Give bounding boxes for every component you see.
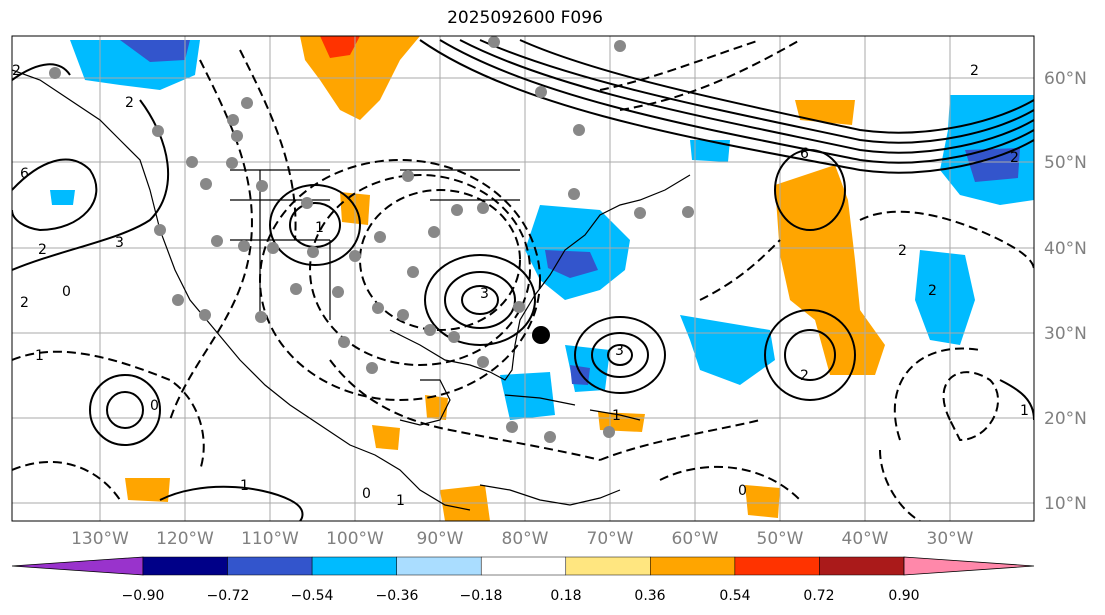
lat-label: 60°N <box>1044 69 1087 89</box>
contour-label: 2 <box>12 63 21 79</box>
center-marker <box>532 326 550 344</box>
contour-label: 3 <box>115 235 124 251</box>
longitude-labels: 130°W 120°W 110°W 100°W 90°W 80°W 70°W 6… <box>71 529 974 549</box>
contour-label: 2 <box>928 283 937 299</box>
colorbar-tick-label: −0.54 <box>291 588 334 604</box>
colorbar-tick-label: −0.90 <box>122 588 165 604</box>
lon-label: 50°W <box>757 529 804 549</box>
contour-label: 0 <box>362 486 371 502</box>
colorbar-tick-label: −0.18 <box>460 588 503 604</box>
contour-label: 6 <box>20 166 29 182</box>
contour-label: 0 <box>738 483 747 499</box>
fill-purple-ne-atl <box>965 148 1020 182</box>
fill-blue-cuba <box>500 372 555 420</box>
contour-label: 3 <box>480 286 489 302</box>
contour-label: 1 <box>35 348 44 364</box>
station-dots <box>49 36 694 443</box>
colorbar-cell <box>11 556 144 576</box>
contours-positive <box>12 39 1034 521</box>
colorbar-cells <box>11 556 1035 576</box>
contour-label: 6 <box>800 146 809 162</box>
lon-label: 40°W <box>842 529 889 549</box>
lat-label: 40°N <box>1044 239 1087 259</box>
colorbar-cell <box>396 556 482 576</box>
contour-label: 2 <box>800 368 809 384</box>
contour-label: 1 <box>396 493 405 509</box>
contour-label: 3 <box>615 343 624 359</box>
map-background <box>12 36 1034 521</box>
contour-label: 0 <box>150 398 159 414</box>
fill-blue-nw2 <box>120 40 190 62</box>
lat-label: 10°N <box>1044 494 1087 514</box>
fill-blue-bc <box>50 190 75 205</box>
lon-label: 130°W <box>71 529 129 549</box>
lon-label: 30°W <box>927 529 974 549</box>
fill-blue-canada <box>690 140 730 162</box>
map-border <box>11 35 1035 522</box>
fill-purple-east-coast <box>545 250 598 278</box>
colorbar-tick-label: 0.72 <box>803 588 834 604</box>
contour-label: 2 <box>1010 150 1019 166</box>
colorbar-cell <box>734 556 820 576</box>
colorbar-cell <box>819 556 905 576</box>
colorbar-cell <box>480 556 567 576</box>
contour-label: 1 <box>315 220 324 236</box>
fill-orange-yucatan <box>425 395 448 420</box>
fill-orange-mex <box>372 425 400 450</box>
colorbar-tick-label: 0.90 <box>888 588 919 604</box>
fill-red-n <box>320 36 360 58</box>
contour-label: 2 <box>970 63 979 79</box>
fill-orange-pac <box>125 478 170 502</box>
colorbar-cell <box>311 556 397 576</box>
colorbar-tick-label: 0.18 <box>550 588 581 604</box>
lon-label: 90°W <box>417 529 464 549</box>
fill-blue-mid-atl <box>915 250 975 345</box>
lat-label: 30°N <box>1044 324 1087 344</box>
contour-label: 1 <box>1020 403 1029 419</box>
colorbar-cell <box>565 556 651 576</box>
colorbar-tick-label: 0.36 <box>634 588 665 604</box>
fill-orange-atlantic <box>775 165 885 375</box>
colorbar-tick-label: 0.54 <box>719 588 750 604</box>
lon-label: 110°W <box>241 529 299 549</box>
colorbar-cell <box>650 556 736 576</box>
colorbar: −0.90 −0.72 −0.54 −0.36 −0.18 0.18 0.36 … <box>11 556 1035 604</box>
contour-label: 1 <box>612 408 621 424</box>
lat-label: 20°N <box>1044 409 1087 429</box>
contour-label: 2 <box>898 243 907 259</box>
colorbar-tick-label: −0.36 <box>376 588 419 604</box>
contour-label: 0 <box>62 284 71 300</box>
colorbar-ticks: −0.90 −0.72 −0.54 −0.36 −0.18 0.18 0.36 … <box>122 588 920 604</box>
colorbar-cell <box>903 556 1035 576</box>
lon-label: 120°W <box>156 529 214 549</box>
graticule <box>12 36 1034 521</box>
lon-label: 80°W <box>502 529 549 549</box>
contour-label: 2 <box>125 95 134 111</box>
lat-label: 50°N <box>1044 153 1087 173</box>
contour-label: 1 <box>240 478 249 494</box>
latitude-labels: 60°N 50°N 40°N 30°N 20°N 10°N <box>1044 69 1087 514</box>
lon-label: 100°W <box>326 529 384 549</box>
lon-label: 70°W <box>587 529 634 549</box>
map-title: 2025092600 F096 <box>447 8 603 28</box>
contours-negative <box>12 39 1034 521</box>
colorbar-tick-label: −0.72 <box>207 588 250 604</box>
contour-labels: 2 1 2 6 3 2 2 0 1 0 1 6 2 2 3 2 2 2 1 0 … <box>12 63 1029 509</box>
colorbar-cell <box>227 556 313 576</box>
contour-label: 2 <box>20 295 29 311</box>
lon-label: 60°W <box>672 529 719 549</box>
contour-label: 2 <box>38 242 47 258</box>
colorbar-cell <box>142 556 228 576</box>
fill-orange-se <box>745 485 780 518</box>
